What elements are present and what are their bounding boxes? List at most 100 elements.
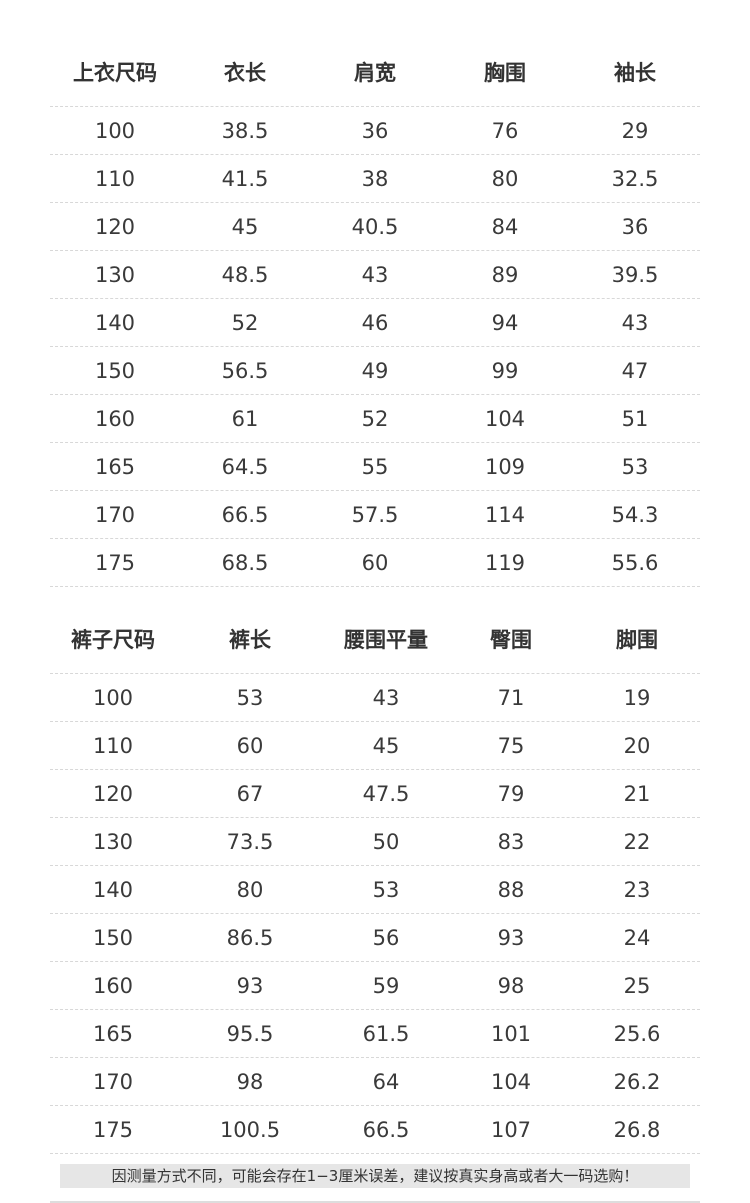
table-cell: 119 <box>484 551 526 575</box>
table-cell: 100.5 <box>219 1118 281 1142</box>
table-row: 100 38.5 36 76 29 <box>50 107 700 155</box>
table-cell: 52 <box>231 311 259 335</box>
table-cell: 107 <box>490 1118 532 1142</box>
table-cell: 88 <box>497 878 525 902</box>
table-cell: 110 <box>94 167 136 191</box>
table-cell: 120 <box>92 782 134 806</box>
column-header: 袖长 <box>614 61 656 85</box>
table-cell: 21 <box>623 782 651 806</box>
table-cell: 160 <box>94 407 136 431</box>
table-cell: 23 <box>623 878 651 902</box>
table-row: 175 68.5 60 119 55.6 <box>50 539 700 587</box>
table-cell: 76 <box>491 119 519 143</box>
table-cell: 61 <box>231 407 259 431</box>
table-cell: 89 <box>491 263 519 287</box>
table-cell: 66.5 <box>221 503 269 527</box>
table-cell: 83 <box>497 830 525 854</box>
column-header: 裤子尺码 <box>71 628 155 652</box>
table-cell: 25 <box>623 974 651 998</box>
table-cell: 29 <box>621 119 649 143</box>
table-cell: 67 <box>236 782 264 806</box>
header-row: 上衣尺码 衣长 肩宽 胸围 袖长 <box>50 48 700 107</box>
table-cell: 53 <box>621 455 649 479</box>
table-row: 130 48.5 43 89 39.5 <box>50 251 700 299</box>
header-row: 裤子尺码 裤长 腰围平量 臀围 脚围 <box>50 615 700 674</box>
table-cell: 22 <box>623 830 651 854</box>
table-row: 110 60 45 75 20 <box>50 722 700 770</box>
table-cell: 60 <box>236 734 264 758</box>
table-cell: 94 <box>491 311 519 335</box>
table-cell: 73.5 <box>226 830 274 854</box>
table-cell: 109 <box>484 455 526 479</box>
table-row: 110 41.5 38 80 32.5 <box>50 155 700 203</box>
table-cell: 41.5 <box>221 167 269 191</box>
table-cell: 120 <box>94 215 136 239</box>
table-cell: 24 <box>623 926 651 950</box>
table-cell: 170 <box>92 1070 134 1094</box>
table-cell: 60 <box>361 551 389 575</box>
table-cell: 20 <box>623 734 651 758</box>
table-cell: 55.6 <box>611 551 659 575</box>
table-cell: 36 <box>621 215 649 239</box>
table-row: 175 100.5 66.5 107 26.8 <box>50 1106 700 1154</box>
table-cell: 98 <box>236 1070 264 1094</box>
table-cell: 175 <box>92 1118 134 1142</box>
table-cell: 140 <box>94 311 136 335</box>
table-cell: 43 <box>361 263 389 287</box>
column-header: 上衣尺码 <box>73 61 157 85</box>
table-cell: 98 <box>497 974 525 998</box>
table-row: 160 93 59 98 25 <box>50 962 700 1010</box>
table-cell: 26.2 <box>613 1070 661 1094</box>
table-cell: 45 <box>231 215 259 239</box>
table-cell: 110 <box>92 734 134 758</box>
column-header: 肩宽 <box>354 61 396 85</box>
table-cell: 66.5 <box>362 1118 410 1142</box>
table-cell: 59 <box>372 974 400 998</box>
table-cell: 40.5 <box>351 215 399 239</box>
table-row: 165 64.5 55 109 53 <box>50 443 700 491</box>
table-cell: 93 <box>236 974 264 998</box>
table-row: 140 52 46 94 43 <box>50 299 700 347</box>
table-cell: 104 <box>490 1070 532 1094</box>
table-row: 120 67 47.5 79 21 <box>50 770 700 818</box>
table-row: 120 45 40.5 84 36 <box>50 203 700 251</box>
table-cell: 57.5 <box>351 503 399 527</box>
table-cell: 56 <box>372 926 400 950</box>
column-header: 脚围 <box>616 628 658 652</box>
table-cell: 45 <box>372 734 400 758</box>
table-cell: 175 <box>94 551 136 575</box>
table-cell: 80 <box>236 878 264 902</box>
table-cell: 19 <box>623 686 651 710</box>
table-cell: 61.5 <box>362 1022 410 1046</box>
table-cell: 104 <box>484 407 526 431</box>
table-cell: 93 <box>497 926 525 950</box>
table-cell: 64.5 <box>221 455 269 479</box>
table-cell: 53 <box>372 878 400 902</box>
table-cell: 68.5 <box>221 551 269 575</box>
table-row: 150 86.5 56 93 24 <box>50 914 700 962</box>
table-cell: 130 <box>92 830 134 854</box>
table-cell: 25.6 <box>613 1022 661 1046</box>
table-cell: 43 <box>372 686 400 710</box>
table-cell: 79 <box>497 782 525 806</box>
table-cell: 54.3 <box>611 503 659 527</box>
table-cell: 38 <box>361 167 389 191</box>
table-cell: 84 <box>491 215 519 239</box>
table-cell: 114 <box>484 503 526 527</box>
table-cell: 50 <box>372 830 400 854</box>
table-cell: 75 <box>497 734 525 758</box>
table-cell: 165 <box>94 455 136 479</box>
measurement-note: 因测量方式不同，可能会存在1−3厘米误差，建议按真实身高或者大一码选购！ <box>60 1164 690 1188</box>
table-cell: 71 <box>497 686 525 710</box>
table-row: 165 95.5 61.5 101 25.6 <box>50 1010 700 1058</box>
table-cell: 100 <box>92 686 134 710</box>
column-header: 胸围 <box>484 61 526 85</box>
table-cell: 38.5 <box>221 119 269 143</box>
tops-size-table: 上衣尺码 衣长 肩宽 胸围 袖长 100 38.5 36 76 29 110 41.5 38 80 32.5… <box>50 48 700 587</box>
table-cell: 26.8 <box>613 1118 661 1142</box>
table-cell: 46 <box>361 311 389 335</box>
table-row: 170 98 64 104 26.2 <box>50 1058 700 1106</box>
pants-size-table: 裤子尺码 裤长 腰围平量 臀围 脚围 100 53 43 71 19 110 60 45 75 20 120 6… <box>50 615 700 1154</box>
table-cell: 43 <box>621 311 649 335</box>
column-header: 腰围平量 <box>344 628 428 652</box>
